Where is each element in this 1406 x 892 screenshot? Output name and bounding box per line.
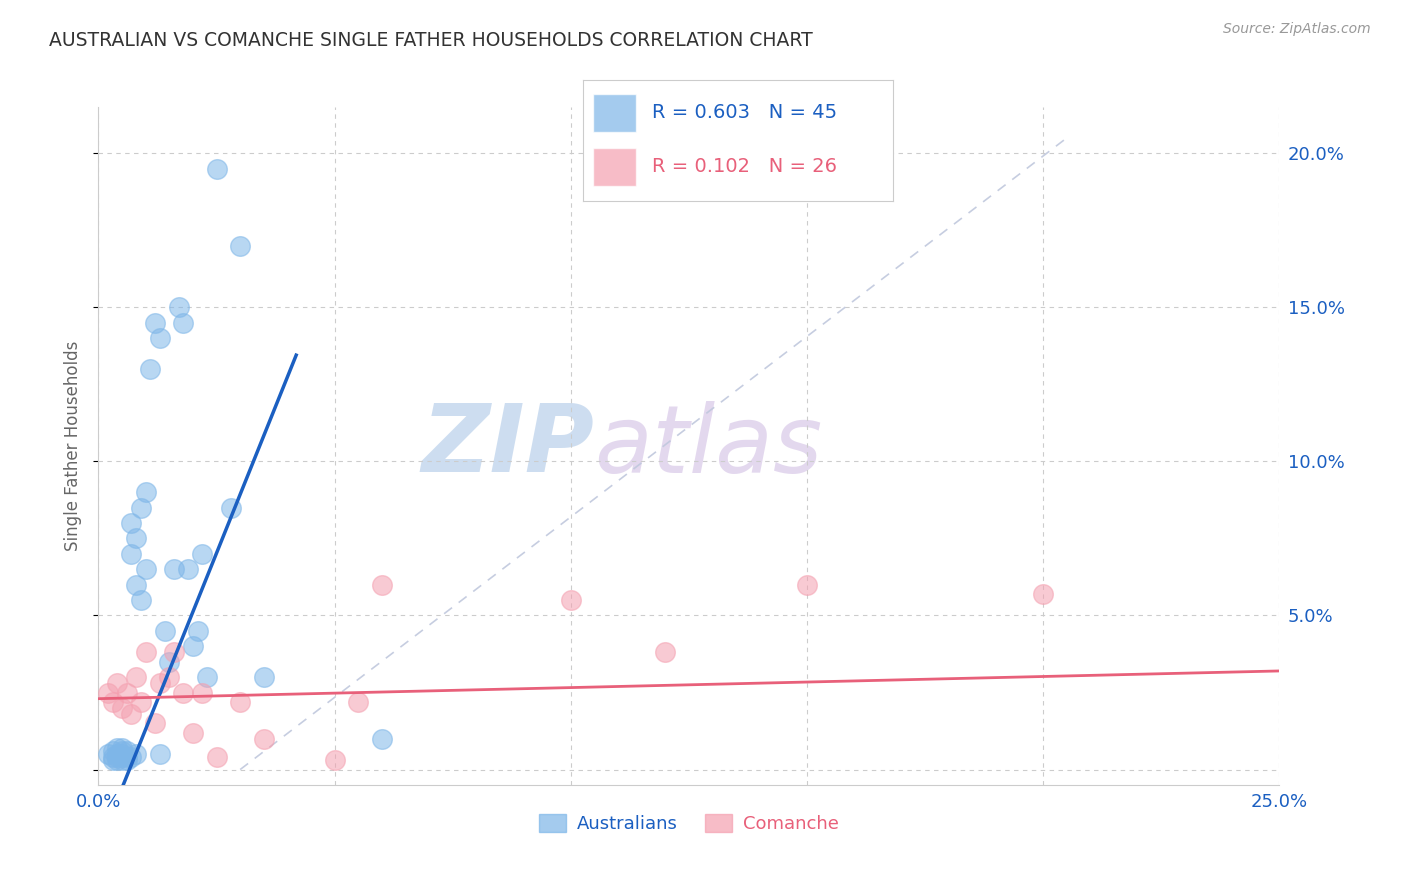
Point [125,532,148,546]
Point [129,593,152,607]
FancyBboxPatch shape [593,148,636,186]
Point [347,695,370,709]
Text: Source: ZipAtlas.com: Source: ZipAtlas.com [1223,22,1371,37]
Point [121,516,143,530]
Point [167,301,190,315]
Point [172,685,194,699]
Point [115,753,138,767]
Point [111,753,134,767]
FancyBboxPatch shape [593,94,636,132]
Point [121,547,143,561]
Point [105,750,128,764]
Point [149,747,172,761]
Point [135,562,157,576]
Point [111,747,134,761]
Point [105,747,128,761]
Point [139,362,162,376]
Point [205,161,228,176]
Text: R = 0.603   N = 45: R = 0.603 N = 45 [651,103,837,122]
Point [135,485,157,500]
Point [105,676,128,690]
Point [125,747,148,761]
Point [101,695,124,709]
Point [115,744,138,758]
Point [153,624,176,638]
Point [143,316,166,330]
Point [115,750,138,764]
Text: R = 0.102   N = 26: R = 0.102 N = 26 [651,158,837,177]
Point [229,695,252,709]
Point [187,624,209,638]
Point [101,744,124,758]
Point [149,331,172,345]
Point [654,645,676,659]
Point [205,750,228,764]
Point [143,716,166,731]
Text: atlas: atlas [595,401,823,491]
Point [129,500,152,515]
Point [177,562,200,576]
Point [253,670,276,684]
Point [121,750,143,764]
Point [101,750,124,764]
Point [125,577,148,591]
Point [191,685,214,699]
Point [149,676,172,690]
Point [181,640,204,654]
Point [111,741,134,756]
Text: AUSTRALIAN VS COMANCHE SINGLE FATHER HOUSEHOLDS CORRELATION CHART: AUSTRALIAN VS COMANCHE SINGLE FATHER HOU… [49,31,813,50]
Point [157,670,180,684]
Point [172,316,194,330]
Point [111,750,134,764]
Point [115,685,138,699]
Legend: Australians, Comanche: Australians, Comanche [531,806,846,840]
Text: ZIP: ZIP [422,400,595,492]
Point [1032,587,1054,601]
Point [163,562,186,576]
Point [105,753,128,767]
Point [796,577,818,591]
Point [101,753,124,767]
Point [253,731,276,746]
Point [157,655,180,669]
Point [105,741,128,756]
Point [191,547,214,561]
Point [111,701,134,715]
Y-axis label: Single Father Households: Single Father Households [65,341,83,551]
Point [97,685,120,699]
Point [323,753,346,767]
Point [229,238,252,252]
Point [111,744,134,758]
Point [129,695,152,709]
Point [371,577,394,591]
Point [371,731,394,746]
Point [163,645,186,659]
Point [181,725,204,739]
Point [97,747,120,761]
Point [121,707,143,722]
Point [560,593,582,607]
Point [195,670,218,684]
Point [125,670,148,684]
Point [219,500,242,515]
Point [135,645,157,659]
